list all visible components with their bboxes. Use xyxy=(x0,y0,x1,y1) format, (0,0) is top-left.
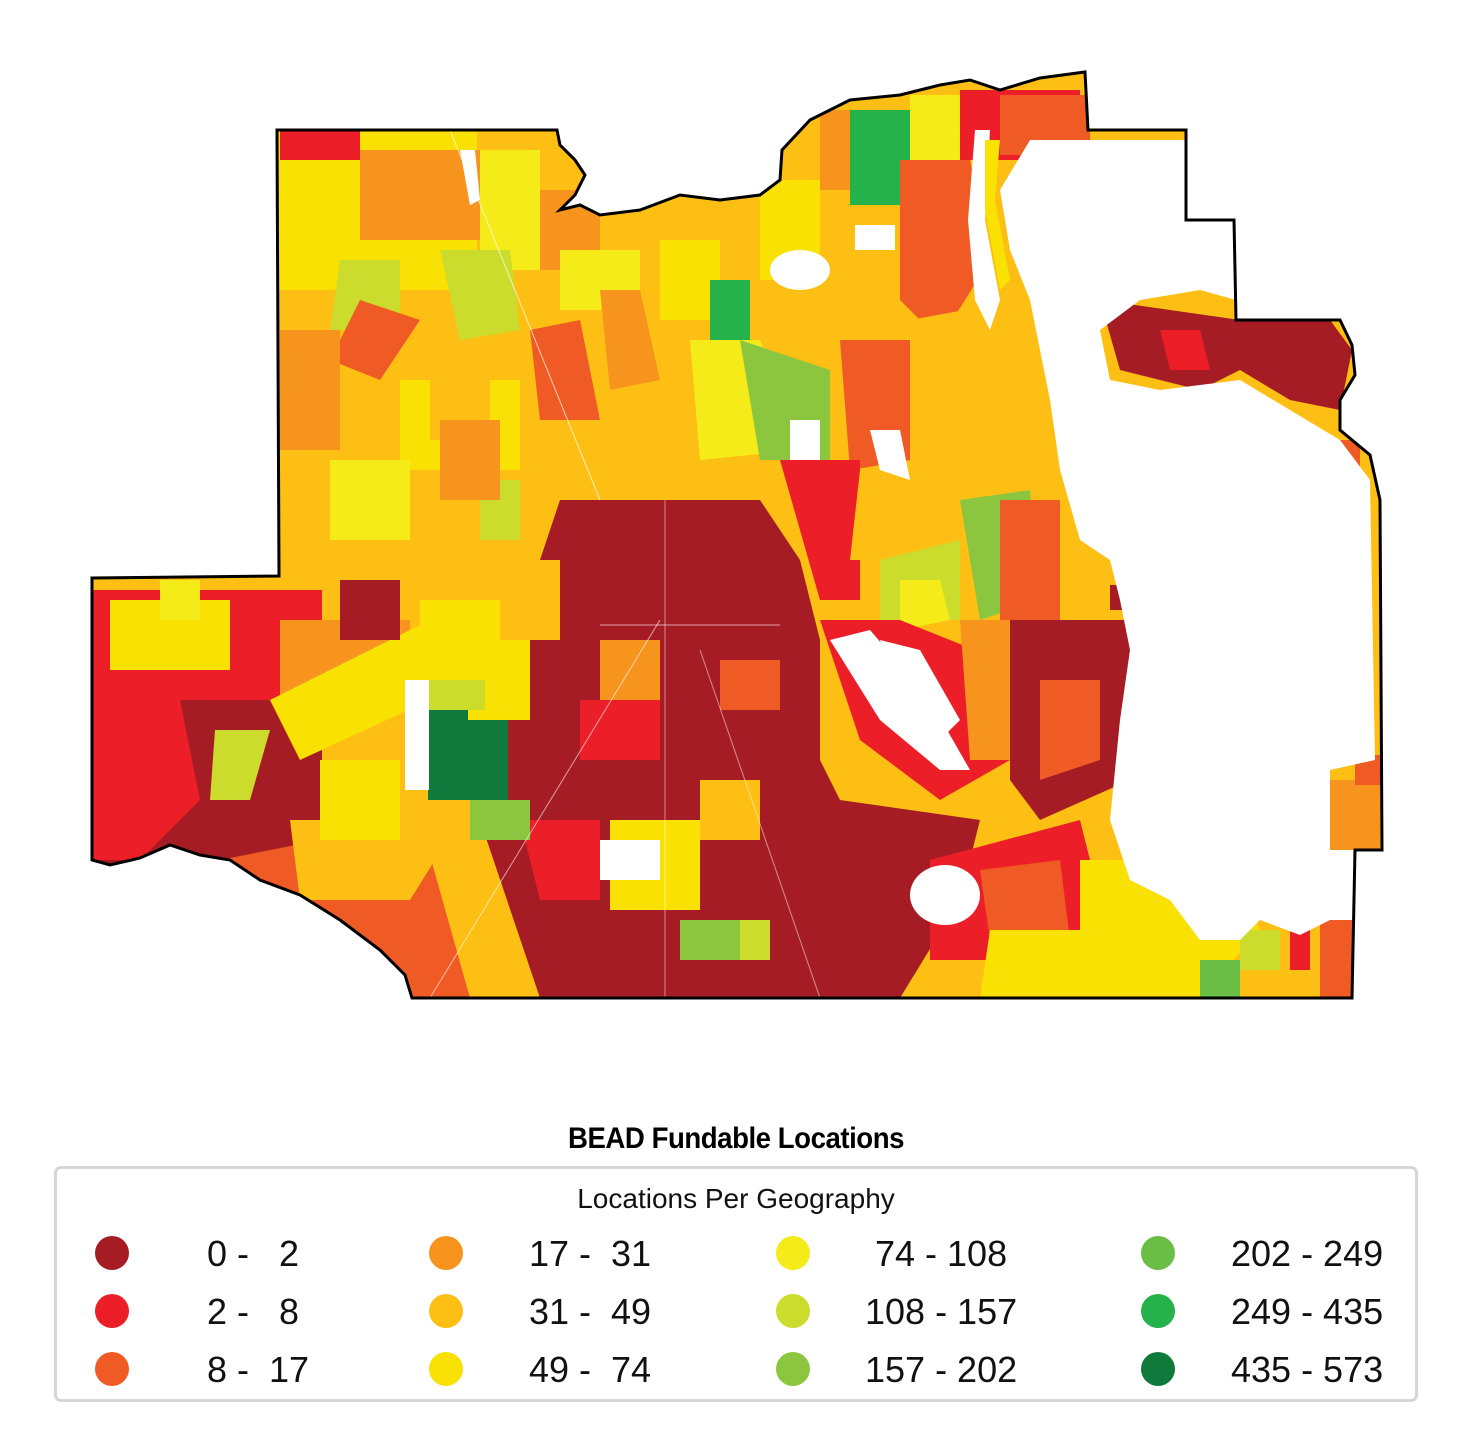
legend-swatch-icon xyxy=(429,1236,463,1270)
legend-item xyxy=(776,1349,810,1389)
legend-item xyxy=(776,1291,810,1331)
legend-item xyxy=(95,1291,129,1331)
legend-range-label: 31 - 49 xyxy=(529,1291,652,1332)
legend-swatch-icon xyxy=(95,1352,129,1386)
legend-range-label: 74 - 108 xyxy=(865,1233,1008,1274)
legend-item xyxy=(95,1233,129,1273)
legend-subtitle: Locations Per Geography xyxy=(577,1183,895,1214)
legend-swatch-icon xyxy=(95,1294,129,1328)
legend-range-label: 108 - 157 xyxy=(865,1291,1018,1332)
legend-item xyxy=(1141,1233,1175,1273)
legend-title: BEAD Fundable Locations xyxy=(568,1122,904,1155)
legend-swatch-icon xyxy=(429,1294,463,1328)
legend-range-label: 202 - 249 xyxy=(1231,1233,1384,1274)
legend-range-label: 2 - 8 xyxy=(207,1291,300,1332)
legend-item xyxy=(1141,1291,1175,1331)
legend-item xyxy=(95,1349,129,1389)
legend-range-label: 157 - 202 xyxy=(865,1349,1018,1390)
legend: Locations Per Geography 0 - 2 2 - 8 8 - … xyxy=(54,1166,1418,1402)
legend-swatch-icon xyxy=(776,1236,810,1270)
legend-swatch-icon xyxy=(1141,1294,1175,1328)
map-regions xyxy=(92,72,1382,998)
legend-swatch-icon xyxy=(1141,1352,1175,1386)
legend-swatch-icon xyxy=(776,1294,810,1328)
legend-swatch-icon xyxy=(776,1352,810,1386)
legend-range-label: 49 - 74 xyxy=(529,1349,652,1390)
legend-range-label: 8 - 17 xyxy=(207,1349,310,1390)
legend-item xyxy=(776,1233,810,1273)
legend-range-label: 17 - 31 xyxy=(529,1233,652,1274)
legend-swatch-icon xyxy=(429,1352,463,1386)
choropleth-map xyxy=(90,70,1384,1000)
map-canvas xyxy=(90,70,1384,1000)
legend-range-label: 435 - 573 xyxy=(1231,1349,1384,1390)
legend-item xyxy=(429,1349,463,1389)
legend-item xyxy=(429,1233,463,1273)
legend-swatch-icon xyxy=(1141,1236,1175,1270)
legend-swatch-icon xyxy=(95,1236,129,1270)
legend-range-label: 249 - 435 xyxy=(1231,1291,1384,1332)
legend-item xyxy=(429,1291,463,1331)
legend-range-label: 0 - 2 xyxy=(207,1233,300,1274)
legend-item xyxy=(1141,1349,1175,1389)
